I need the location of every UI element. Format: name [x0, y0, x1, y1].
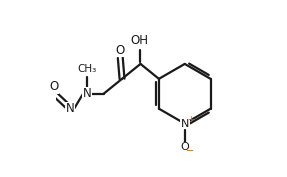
Text: N: N — [66, 102, 75, 115]
Text: +: + — [187, 115, 194, 124]
Text: O: O — [181, 142, 189, 152]
Text: −: − — [186, 146, 194, 156]
Text: CH₃: CH₃ — [77, 64, 96, 74]
Text: O: O — [49, 80, 58, 93]
Text: N: N — [83, 87, 91, 100]
Text: O: O — [116, 44, 125, 57]
Text: OH: OH — [131, 34, 149, 47]
Text: N: N — [181, 119, 189, 129]
